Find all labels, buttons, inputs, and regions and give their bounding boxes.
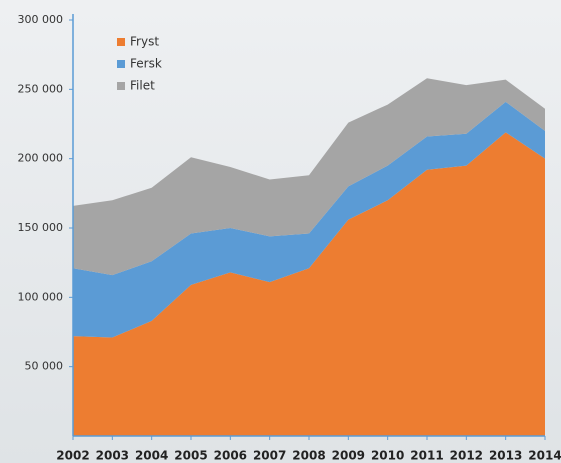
legend-swatch	[117, 60, 125, 68]
legend-swatch	[117, 82, 125, 90]
legend-label: Fersk	[130, 57, 162, 71]
y-tick-label: 200 000	[18, 152, 64, 165]
y-tick-label: 150 000	[18, 221, 64, 234]
area	[73, 132, 545, 436]
x-tick-label: 2006	[214, 449, 247, 463]
x-tick-label: 2014	[528, 449, 561, 463]
x-tick-label: 2003	[96, 449, 129, 463]
legend-swatch	[117, 38, 125, 46]
y-tick-label: 300 000	[18, 13, 64, 26]
x-tick-label: 2012	[450, 449, 483, 463]
y-tick-label: 250 000	[18, 82, 64, 95]
x-tick-label: 2011	[410, 449, 443, 463]
x-tick-label: 2004	[135, 449, 168, 463]
area	[73, 78, 545, 276]
x-tick-label: 2005	[174, 449, 207, 463]
x-tick-label: 2007	[253, 449, 286, 463]
y-tick-label: 100 000	[18, 290, 64, 303]
legend-label: Filet	[130, 79, 155, 93]
y-tick-label: 50 000	[25, 360, 64, 373]
x-tick-label: 2010	[371, 449, 404, 463]
x-tick-label: 2009	[332, 449, 365, 463]
area	[73, 101, 545, 338]
x-tick-label: 2002	[56, 449, 89, 463]
x-tick-label: 2013	[489, 449, 522, 463]
legend-label: Fryst	[130, 35, 159, 49]
x-tick-label: 2008	[292, 449, 325, 463]
